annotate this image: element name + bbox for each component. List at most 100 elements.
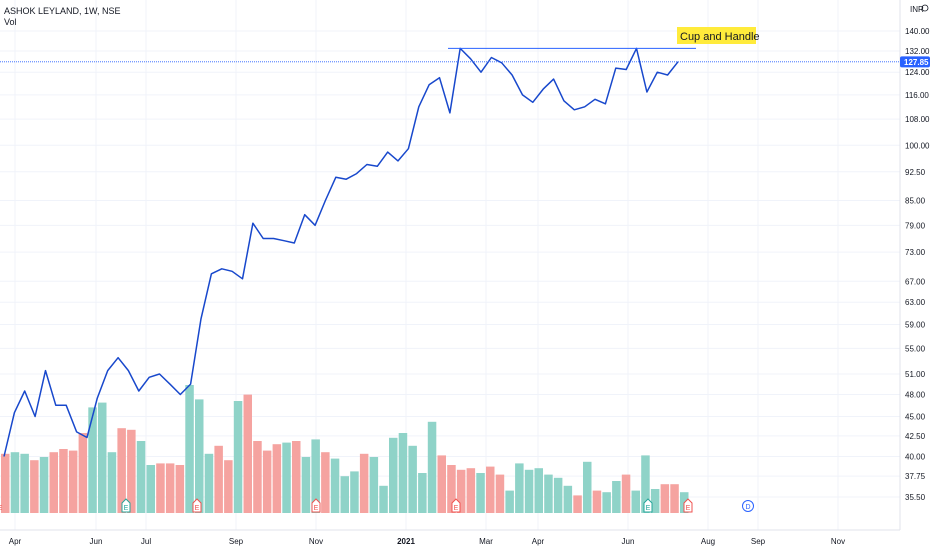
earnings-marker-label: E [124, 505, 129, 512]
price-tick-label: 79.00 [905, 221, 926, 230]
price-tick-label: 51.00 [905, 370, 926, 379]
volume-bar [175, 465, 185, 513]
currency-menu-icon[interactable] [921, 4, 929, 12]
volume-bar [476, 473, 485, 513]
time-tick-label: 2021 [397, 537, 415, 546]
volume-bar [30, 460, 39, 513]
time-tick-label: Sep [751, 537, 766, 546]
earnings-marker[interactable] [683, 498, 693, 513]
volume-bar [447, 465, 456, 513]
volume-legend-label[interactable]: Vol [4, 17, 17, 27]
volume-bar [330, 458, 340, 513]
price-tick-label: 40.00 [905, 452, 926, 461]
volume-bar [311, 439, 320, 513]
volume-bar [68, 450, 78, 513]
volume-bar [369, 457, 379, 513]
volume-bar [1, 453, 10, 513]
price-line [3, 47, 679, 457]
earnings-marker[interactable] [192, 498, 202, 513]
volume-bar [563, 485, 573, 513]
time-tick-label: Mar [479, 537, 493, 546]
earnings-marker-label: E [314, 505, 319, 512]
volume-bar [359, 453, 369, 513]
price-tick-label: 67.00 [905, 277, 926, 286]
grid [0, 0, 900, 530]
time-tick-label: Jun [90, 537, 103, 546]
last-price-tag-bg [900, 56, 930, 68]
volume-bar [398, 433, 408, 513]
earnings-marker[interactable] [451, 498, 461, 513]
volume-bar [592, 490, 602, 513]
annotation-label-bg[interactable] [677, 27, 756, 44]
time-tick-label: Apr [532, 537, 545, 546]
earnings-marker-label: E [0, 505, 3, 512]
volume-bar [437, 455, 446, 513]
volume-bar [456, 469, 466, 513]
volume-bar [534, 468, 543, 513]
price-tick-label: 45.00 [905, 412, 926, 421]
volume-bar [408, 445, 417, 513]
volume-bar [612, 481, 621, 513]
dividend-marker[interactable] [742, 500, 754, 512]
volume-bar [573, 495, 582, 513]
volume-bar [301, 457, 311, 513]
price-tick-label: 140.00 [905, 27, 930, 36]
price-series [0, 47, 900, 457]
volume-bar [389, 437, 398, 513]
price-axis[interactable]: 140.00 132.00 124.00 116.00 108.00 100.00 92.5… [905, 27, 930, 502]
volume-bar [427, 421, 437, 513]
volume-bar [127, 429, 136, 513]
price-tick-label: 124.00 [905, 68, 930, 77]
time-axis[interactable]: Apr Jun Jul Sep Nov 2021 Mar Apr Jun Aug Sep Nov [9, 537, 845, 546]
price-tick-label: 55.00 [905, 344, 926, 353]
volume-bar [243, 394, 252, 513]
currency-indicator[interactable]: INR [910, 4, 929, 14]
volume-bars [1, 385, 689, 513]
volume-bar [253, 441, 262, 513]
volume-bar [379, 485, 388, 513]
event-markers[interactable]: EEEEEEED [0, 498, 754, 513]
annotation-label[interactable]: Cup and Handle [680, 31, 760, 43]
volume-bar [88, 407, 97, 513]
time-tick-label: Aug [701, 537, 715, 546]
volume-bar [165, 463, 175, 513]
price-tick-label: 100.00 [905, 141, 930, 150]
volume-bar [78, 433, 88, 513]
volume-bar [515, 463, 524, 513]
earnings-marker-label: E [646, 505, 651, 512]
volume-bar [146, 465, 155, 513]
volume-bar [553, 477, 563, 513]
volume-bar [292, 441, 301, 513]
price-tick-label: 63.00 [905, 298, 926, 307]
price-tick-label: 37.75 [905, 472, 926, 481]
volume-bar [185, 385, 194, 513]
symbol-title[interactable]: ASHOK LEYLAND, 1W, NSE [4, 6, 121, 16]
volume-bar [505, 490, 514, 513]
volume-bar [495, 474, 505, 513]
chart-legend: ASHOK LEYLAND, 1W, NSE Vol [4, 6, 121, 27]
volume-bar [10, 452, 20, 513]
time-tick-label: Sep [229, 537, 244, 546]
volume-bar [583, 461, 592, 513]
volume-bar [660, 484, 670, 513]
earnings-marker[interactable] [121, 498, 131, 513]
volume-bar [156, 463, 165, 513]
drawings[interactable]: Cup and Handle [448, 27, 760, 49]
volume-bar [544, 474, 553, 513]
earnings-marker[interactable] [311, 498, 321, 513]
volume-bar [214, 445, 223, 513]
volume-bar [621, 474, 631, 513]
price-axis-background [900, 0, 932, 530]
volume-bar [20, 453, 29, 513]
volume-bar [641, 455, 650, 513]
earnings-marker-label: E [454, 505, 459, 512]
volume-bar [98, 402, 107, 513]
earnings-marker[interactable] [643, 498, 653, 513]
volume-bar [195, 399, 204, 513]
volume-bar [233, 401, 243, 513]
volume-bar [262, 450, 272, 513]
volume-bar [204, 453, 214, 513]
volume-bar [466, 468, 476, 513]
